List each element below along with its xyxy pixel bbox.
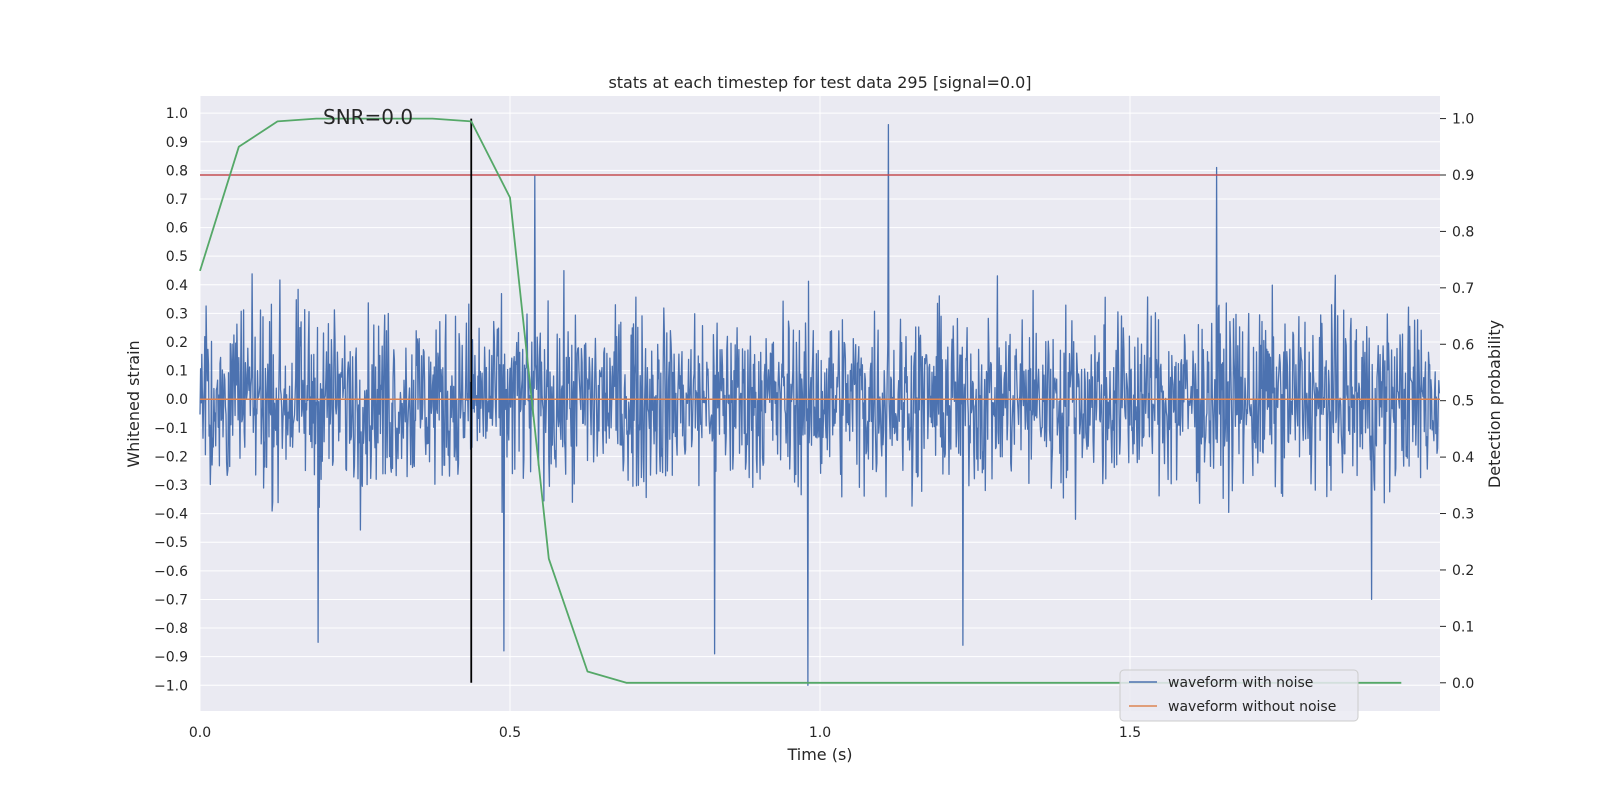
x-axis-ticks: 0.0 0.5 1.0 1.5 [189, 725, 1141, 741]
right-y-tick-label: 0.6 [1452, 337, 1474, 353]
left-y-tick-label: 0.9 [166, 135, 188, 151]
left-y-tick-label: −0.2 [154, 449, 188, 465]
noisy-waveform-line [199, 123, 1441, 686]
legend-label-clean: waveform without noise [1168, 699, 1336, 715]
right-y-tick-label: 0.1 [1452, 619, 1474, 635]
noisy-waveform-layer [199, 123, 1441, 686]
legend-label-noisy: waveform with noise [1168, 675, 1313, 691]
right-y-tick-label: 0.9 [1452, 168, 1474, 184]
x-tick-label: 1.5 [1119, 725, 1141, 741]
x-tick-label: 0.5 [499, 725, 521, 741]
left-y-tick-label: −0.1 [154, 421, 188, 437]
x-tick-label: 0.0 [189, 725, 211, 741]
left-y-tick-label: −0.5 [154, 535, 188, 551]
chart-title: stats at each timestep for test data 295… [608, 73, 1031, 92]
left-y-tick-label: 0.0 [166, 392, 188, 408]
left-y-tick-label: −0.8 [154, 621, 188, 637]
right-y-tick-label: 0.8 [1452, 224, 1474, 240]
right-y-tick-label: 1.0 [1452, 112, 1474, 128]
left-y-tick-label: −0.9 [154, 650, 188, 666]
right-y-tick-label: 0.2 [1452, 563, 1474, 579]
right-y-axis-label: Detection probability [1485, 320, 1504, 488]
left-y-tick-label: −0.4 [154, 507, 188, 523]
right-y-tick-label: 0.0 [1452, 676, 1474, 692]
left-y-tick-label: −0.3 [154, 478, 188, 494]
right-y-axis-ticks: 1.0 0.9 0.8 0.7 0.6 0.5 0.4 0.3 0.2 0.1 0.0 [1440, 112, 1474, 692]
left-y-axis-label: Whitened strain [124, 340, 143, 467]
left-y-tick-label: 0.1 [166, 364, 188, 380]
right-y-tick-label: 0.3 [1452, 507, 1474, 523]
left-y-tick-label: 0.7 [166, 192, 188, 208]
left-y-tick-label: 0.8 [166, 163, 188, 179]
right-y-tick-label: 0.5 [1452, 394, 1474, 410]
right-y-tick-label: 0.4 [1452, 450, 1474, 466]
left-y-tick-label: −0.7 [154, 592, 188, 608]
x-tick-label: 1.0 [809, 725, 831, 741]
left-y-axis-ticks: 1.0 0.9 0.8 0.7 0.6 0.5 0.4 0.3 0.2 0.1 0.0 −0.1 −0.… [154, 106, 188, 694]
left-y-tick-label: 0.3 [166, 306, 188, 322]
legend: waveform with noise waveform without noi… [1119, 669, 1359, 722]
left-y-tick-label: 0.5 [166, 249, 188, 265]
left-y-tick-label: −1.0 [154, 678, 188, 694]
x-axis-label: Time (s) [786, 745, 852, 764]
left-y-tick-label: 1.0 [166, 106, 188, 122]
left-y-tick-label: 0.2 [166, 335, 188, 351]
snr-annotation: SNR=0.0 [323, 105, 413, 129]
legend-box [1119, 669, 1359, 722]
right-y-tick-label: 0.7 [1452, 281, 1474, 297]
left-y-tick-label: 0.4 [166, 278, 188, 294]
left-y-tick-label: −0.6 [154, 564, 188, 580]
left-y-tick-label: 0.6 [166, 221, 188, 237]
